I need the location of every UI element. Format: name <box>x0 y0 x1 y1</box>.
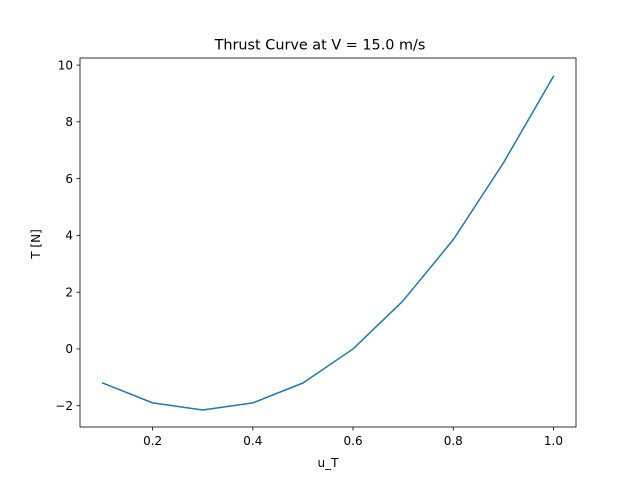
series-line-1 <box>101 75 555 411</box>
plot-area <box>79 57 577 428</box>
x-tick-label: 0.8 <box>444 434 463 448</box>
y-axis-ticks: −2 0 2 4 6 8 10 <box>55 58 80 413</box>
y-tick-label: 10 <box>58 58 73 72</box>
x-axis-ticks: 0.2 0.4 0.6 0.8 1.0 <box>143 427 563 448</box>
x-tick-label: 1.0 <box>544 434 563 448</box>
x-tick-label: 0.6 <box>344 434 363 448</box>
y-tick-label: 4 <box>65 229 73 243</box>
y-tick-label: 8 <box>65 115 73 129</box>
y-axis-label: T [N] <box>29 229 43 259</box>
y-tick-label: 2 <box>65 285 73 299</box>
y-tick-label: 0 <box>65 342 73 356</box>
x-tick-label: 0.4 <box>243 434 262 448</box>
y-tick-label: −2 <box>55 399 73 413</box>
y-tick-label: 6 <box>65 172 73 186</box>
chart-title: Thrust Curve at V = 15.0 m/s <box>214 38 426 54</box>
axes-frame <box>79 57 577 428</box>
x-axis-label: u_T <box>318 456 340 470</box>
x-tick-label: 0.2 <box>143 434 162 448</box>
